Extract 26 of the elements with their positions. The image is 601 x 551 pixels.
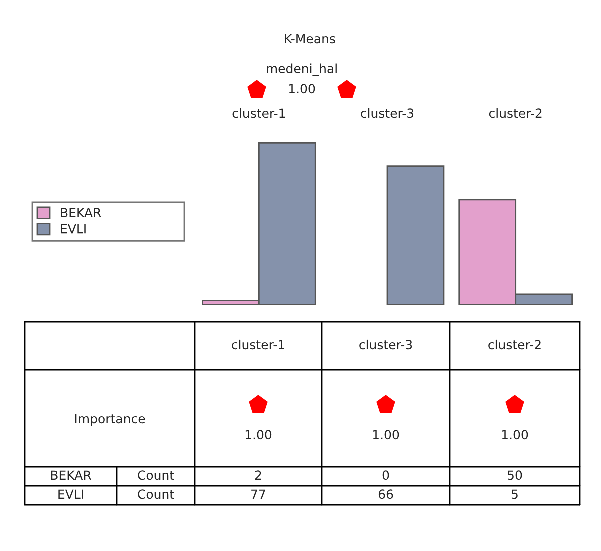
x-tick-label: cluster-3 [360,340,412,350]
chart-subtitle: medeni_hal [267,64,337,76]
data-label: 50 [508,470,522,480]
text: BEKAR [51,470,92,480]
text: 1.00 [289,84,316,94]
data-label: 5 [512,490,518,500]
text: 1.00 [246,430,272,440]
x-tick-label: cluster-1 [232,340,284,350]
chart-title: K-Means [285,34,336,44]
text: 1.00 [373,430,400,440]
text: Importance [75,414,146,426]
legend-label: BEKAR [61,208,102,218]
text: Count [138,470,174,480]
data-label: 2 [255,470,262,480]
text: EVLI [58,490,84,499]
category-label: cluster-2 [489,108,542,118]
x-tick-label: cluster-2 [488,340,541,350]
text: Count [138,490,174,500]
legend-label: EVLI [61,224,86,234]
bar [386,166,445,305]
category-label: cluster-1 [232,108,286,118]
text: 1.00 [502,430,528,440]
category-label: cluster-3 [361,108,414,118]
data-label: 77 [252,490,266,499]
data-label: 0 [382,470,390,480]
data-label: 66 [378,490,394,500]
